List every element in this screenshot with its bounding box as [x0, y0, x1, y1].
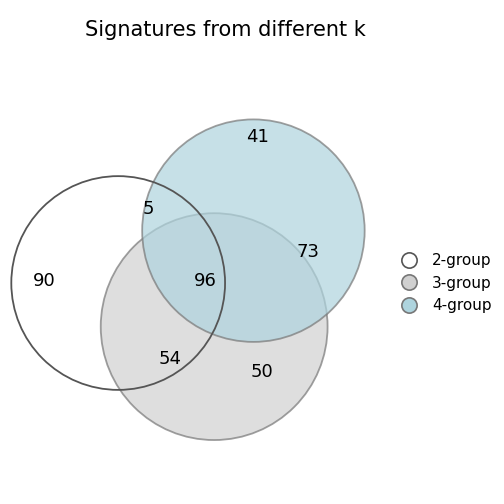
Text: 5: 5: [143, 200, 154, 218]
Legend: 2-group, 3-group, 4-group: 2-group, 3-group, 4-group: [394, 253, 492, 313]
Text: 41: 41: [246, 128, 269, 146]
Title: Signatures from different k: Signatures from different k: [85, 20, 365, 40]
Circle shape: [101, 213, 328, 440]
Text: 54: 54: [159, 350, 182, 368]
Text: 50: 50: [251, 363, 274, 382]
Text: 73: 73: [296, 243, 320, 262]
Text: 96: 96: [194, 272, 217, 290]
Text: 90: 90: [33, 272, 55, 290]
Circle shape: [142, 119, 365, 342]
